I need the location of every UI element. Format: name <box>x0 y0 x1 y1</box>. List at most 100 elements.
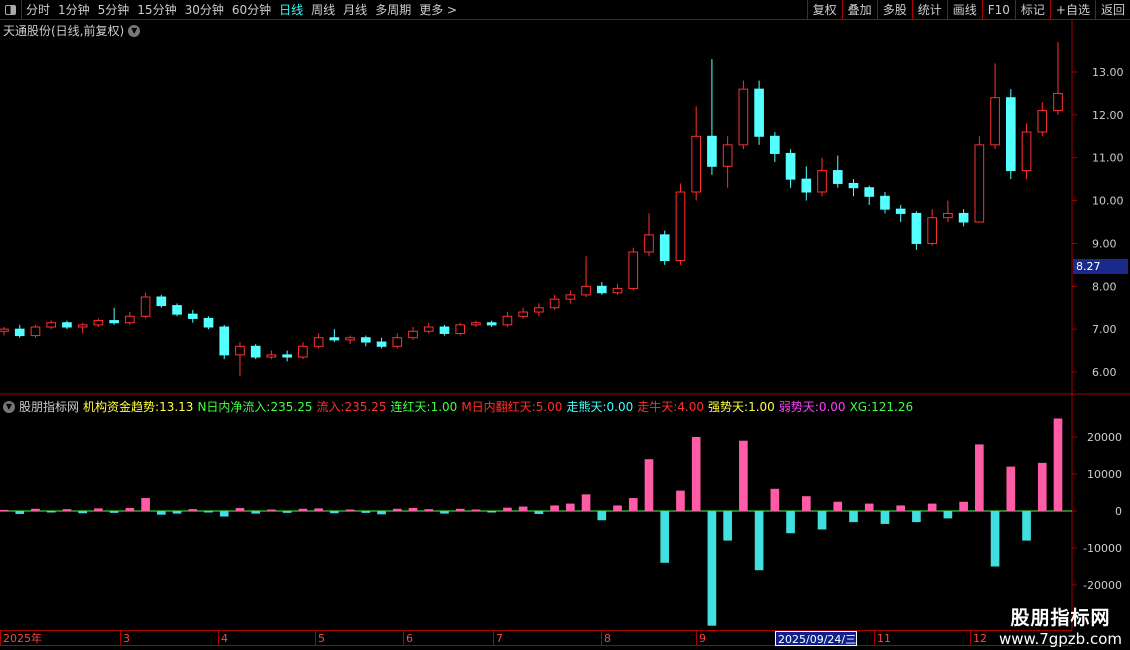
candle[interactable] <box>832 155 843 188</box>
candle[interactable] <box>486 320 497 328</box>
action-button[interactable]: F10 <box>981 0 1015 20</box>
candle[interactable] <box>738 80 749 150</box>
candle[interactable] <box>911 211 922 250</box>
action-button[interactable]: 画线 <box>946 0 982 20</box>
candle[interactable] <box>439 324 450 336</box>
candle[interactable] <box>958 209 969 227</box>
candle[interactable] <box>392 333 403 349</box>
candle[interactable] <box>0 327 9 336</box>
candle-body <box>801 178 812 193</box>
flow-bar <box>786 511 795 534</box>
action-button[interactable]: 返回 <box>1094 0 1130 20</box>
period-tab[interactable]: 周线 <box>311 3 336 17</box>
candle[interactable] <box>565 290 576 304</box>
period-tab[interactable]: 15分钟 <box>137 3 177 17</box>
candle[interactable] <box>801 166 812 201</box>
candle[interactable] <box>1053 41 1063 115</box>
candle[interactable] <box>895 204 906 223</box>
period-tab[interactable]: 5分钟 <box>97 3 130 17</box>
candle-body <box>927 217 937 244</box>
candle[interactable] <box>596 282 607 295</box>
candle[interactable] <box>770 132 780 163</box>
candle[interactable] <box>864 185 875 205</box>
candle[interactable] <box>376 337 387 349</box>
candle[interactable] <box>990 63 1000 150</box>
chevron-down-icon[interactable]: ▼ <box>128 24 141 37</box>
candle[interactable] <box>549 294 560 310</box>
candle[interactable] <box>30 324 41 338</box>
candle[interactable] <box>250 344 261 360</box>
candle[interactable] <box>156 294 167 308</box>
candle-body <box>691 135 702 193</box>
panel-toggle-icon[interactable] <box>0 0 22 20</box>
candle[interactable] <box>927 209 937 246</box>
candle[interactable] <box>266 350 277 360</box>
candle[interactable] <box>46 320 57 330</box>
candle[interactable] <box>360 335 371 347</box>
candle[interactable] <box>93 318 104 328</box>
period-tab[interactable]: 月线 <box>343 3 368 17</box>
candle[interactable] <box>659 230 670 265</box>
action-button[interactable]: 复权 <box>806 0 842 20</box>
candle[interactable] <box>644 213 654 257</box>
candle[interactable] <box>518 307 528 319</box>
candle[interactable] <box>109 307 119 325</box>
candle[interactable] <box>313 333 324 349</box>
candle[interactable] <box>455 322 466 336</box>
period-tab[interactable]: 30分钟 <box>184 3 224 17</box>
candle[interactable] <box>77 322 88 334</box>
period-tab[interactable]: 日线 <box>279 3 304 17</box>
action-button[interactable]: 多股 <box>876 0 912 20</box>
candle[interactable] <box>707 59 717 175</box>
action-button[interactable]: +自选 <box>1049 0 1095 20</box>
candle[interactable] <box>329 329 340 343</box>
candle[interactable] <box>502 312 513 328</box>
indicator-name[interactable]: 股朋指标网 <box>19 400 80 414</box>
flow-bar <box>817 511 827 530</box>
candle[interactable] <box>408 327 418 340</box>
candle[interactable] <box>974 136 985 223</box>
candle[interactable] <box>691 106 702 201</box>
action-button[interactable]: 标记 <box>1014 0 1050 20</box>
candle[interactable] <box>675 183 686 265</box>
stock-title[interactable]: 天通股份(日线,前复权) ▼ <box>3 22 141 39</box>
candle[interactable] <box>612 284 623 295</box>
candle[interactable] <box>125 312 135 325</box>
candle[interactable] <box>943 200 953 223</box>
candle[interactable] <box>581 256 591 298</box>
candle[interactable] <box>282 350 292 362</box>
candle[interactable] <box>722 136 733 188</box>
candle[interactable] <box>172 303 182 317</box>
candle[interactable] <box>628 247 639 291</box>
period-tab[interactable]: 更多 > <box>419 3 458 17</box>
period-tab[interactable]: 多周期 <box>375 3 412 17</box>
candle[interactable] <box>345 335 355 345</box>
candle[interactable] <box>880 192 890 214</box>
candle[interactable] <box>235 342 245 377</box>
period-tab[interactable]: 60分钟 <box>231 3 272 17</box>
candle[interactable] <box>62 320 72 330</box>
candle[interactable] <box>219 324 230 360</box>
candle[interactable] <box>534 303 544 317</box>
candle-body <box>565 294 576 300</box>
candle[interactable] <box>423 322 434 334</box>
candle[interactable] <box>785 149 796 188</box>
candle[interactable] <box>1021 123 1032 180</box>
candle[interactable] <box>817 157 827 197</box>
candle[interactable] <box>848 179 859 197</box>
candle[interactable] <box>298 342 308 360</box>
candle[interactable] <box>1037 102 1048 137</box>
action-button[interactable]: 叠加 <box>841 0 877 20</box>
candle[interactable] <box>471 320 481 328</box>
period-tab[interactable]: 分时 <box>26 3 51 17</box>
candle[interactable] <box>754 80 764 145</box>
action-button[interactable]: 统计 <box>911 0 947 20</box>
candle[interactable] <box>203 316 214 330</box>
candle[interactable] <box>187 309 198 323</box>
candle[interactable] <box>140 292 151 319</box>
candle[interactable] <box>14 324 25 338</box>
period-tab[interactable]: 1分钟 <box>58 3 90 17</box>
candle[interactable] <box>1005 89 1016 180</box>
chevron-down-icon[interactable]: ▼ <box>3 400 15 413</box>
